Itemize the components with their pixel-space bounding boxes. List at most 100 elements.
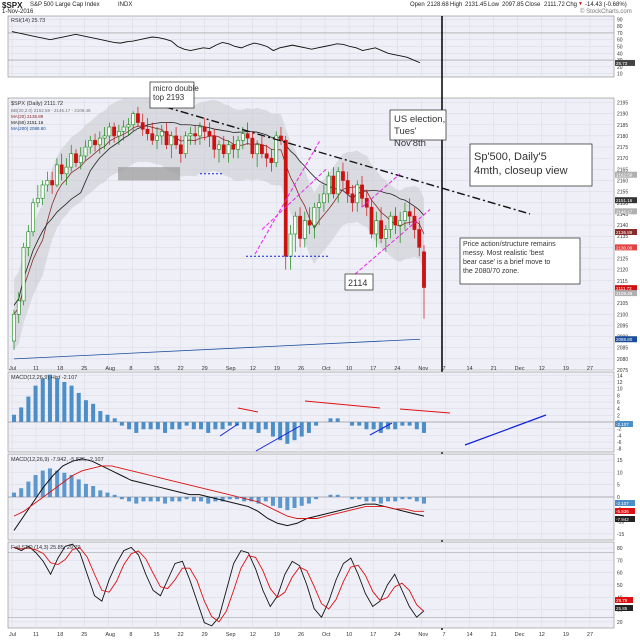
- note-label: bear case' is a brief move to: [463, 259, 550, 266]
- sto-legend: Full STO (14,3) 25.85, 29.79: [11, 545, 81, 551]
- candle-body: [264, 153, 269, 159]
- macd-hist-bar: [55, 378, 60, 422]
- macd-hist-bar: [119, 422, 124, 426]
- macd-hist-tick-label: 10: [617, 387, 623, 393]
- macd-hist-blue-line-3: [369, 422, 393, 436]
- rsi-value-tag: [615, 59, 635, 66]
- candle-body: [336, 171, 341, 195]
- x-axis-label-price: 24: [394, 366, 400, 372]
- macd-hist-bar: [328, 418, 333, 422]
- macd-bar: [127, 497, 132, 502]
- symbol: $SPX: [2, 1, 23, 10]
- price-value-label: 2088.80: [616, 337, 633, 342]
- macd-bar: [386, 497, 391, 502]
- candle-body: [393, 215, 398, 226]
- macd-bar: [12, 492, 16, 497]
- rsi-tick-label: 80: [617, 24, 623, 30]
- candle-body: [307, 220, 312, 226]
- sto-value-label: 25.85: [616, 606, 628, 611]
- candle-body: [59, 164, 64, 175]
- double-top-box: [149, 81, 195, 109]
- watermark: © StockCharts.com: [580, 9, 632, 15]
- macd-bar: [184, 497, 189, 500]
- candle-body: [178, 144, 183, 155]
- rising-channel-line-4: [361, 173, 401, 208]
- macd-bar: [83, 483, 88, 497]
- x-axis-label-bottom: Sep: [226, 632, 236, 638]
- x-axis-label-price: Aug: [105, 366, 115, 372]
- macd-bar: [47, 468, 52, 497]
- x-axis-label-bottom: Jul: [9, 632, 16, 638]
- candle-body: [88, 140, 93, 148]
- macd-bar: [134, 497, 139, 504]
- bollinger-band: [14, 98, 424, 350]
- candle-body: [69, 153, 74, 168]
- macd-hist-bar: [163, 422, 168, 433]
- macd-bar: [177, 497, 182, 502]
- x-axis-label-price: 8: [129, 366, 132, 372]
- candle-body: [102, 135, 107, 139]
- candle-body: [245, 133, 250, 139]
- candle-body: [398, 220, 403, 226]
- candle-body: [388, 215, 393, 230]
- x-axis-label-bottom: 11: [33, 632, 39, 638]
- macd-bar: [335, 494, 340, 497]
- x-axis-label-bottom: 12: [250, 632, 256, 638]
- x-axis-label-price: 25: [81, 366, 87, 372]
- rising-channel-line-2: [261, 168, 327, 230]
- x-axis-label-price: 29: [202, 366, 208, 372]
- candle-body: [116, 131, 121, 137]
- candle-body: [97, 137, 102, 146]
- candle-body: [312, 206, 317, 226]
- macd-value-label: -5.836: [616, 509, 629, 514]
- x-axis-label-bottom: 8: [129, 632, 132, 638]
- candle-body: [159, 131, 164, 137]
- macd-hist-value-label: -2.107: [616, 422, 629, 427]
- close-label: Close: [525, 2, 541, 8]
- macd-tick-label: -10: [617, 520, 624, 526]
- macd-hist-bar: [33, 385, 38, 422]
- macd-hist-bar: [299, 422, 304, 437]
- candle-body: [341, 171, 345, 181]
- x-axis-label-price: 19: [274, 366, 280, 372]
- candle-body: [107, 126, 112, 137]
- macd-hist-red-line-1: [237, 407, 259, 413]
- x-axis-label-price: 19: [563, 366, 569, 372]
- candle-body: [226, 144, 231, 155]
- macd-bar: [55, 470, 60, 497]
- x-axis-label-price: 12: [539, 366, 545, 372]
- candle-body: [321, 193, 326, 204]
- candle-body: [183, 135, 188, 155]
- candle-body: [288, 233, 293, 257]
- macd-hist-tick-label: -2: [617, 427, 622, 433]
- x-axis-label-bottom: Nov: [418, 632, 428, 638]
- rsi-tick-label: 60: [617, 38, 623, 44]
- rsi-line: [11, 31, 421, 64]
- macd-bar: [371, 497, 376, 502]
- candle-body: [269, 157, 274, 163]
- rsi-tick-label: 20: [617, 65, 623, 71]
- macd-bar: [62, 472, 67, 497]
- macd-tick-label: 10: [617, 470, 623, 476]
- note-label: Price action/structure remains: [463, 241, 556, 248]
- macd-hist-bar: [155, 422, 160, 430]
- double-top-label: micro double: [153, 84, 199, 93]
- macd-hist-panel: [7, 371, 615, 453]
- close-value: 2111.72: [544, 2, 565, 8]
- macd-bar: [119, 497, 124, 500]
- macd-bar: [393, 497, 398, 502]
- price-tick-label: 2125: [617, 257, 628, 263]
- resistance-trendline: [149, 101, 531, 215]
- rsi-legend: RSI(14) 25.73: [11, 18, 45, 24]
- candle-body: [240, 133, 245, 141]
- rsi-tick-label: 90: [617, 17, 623, 23]
- macd-hist-bar: [98, 411, 103, 422]
- macd-bar: [400, 497, 405, 500]
- x-axis-label-price: 18: [57, 366, 63, 372]
- candle-body: [383, 229, 388, 239]
- macd-bar: [33, 475, 38, 497]
- macd-value-label: -7.942: [616, 517, 629, 522]
- macd-bar: [270, 497, 275, 506]
- election-box: [389, 109, 447, 141]
- x-axis-label-price: 11: [33, 366, 39, 372]
